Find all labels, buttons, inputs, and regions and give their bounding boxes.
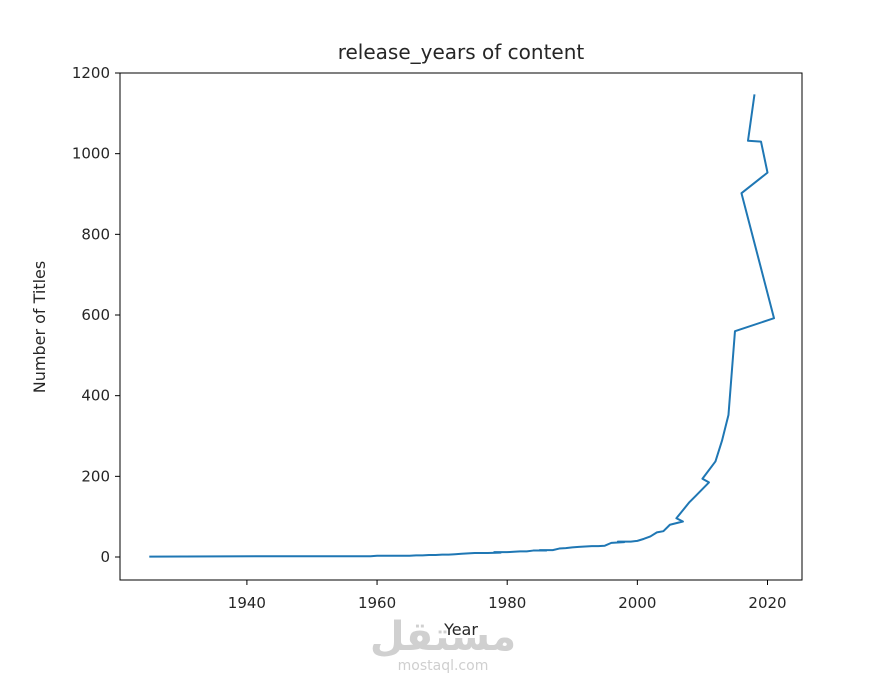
chart-title: release_years of content	[338, 40, 585, 64]
series-line-0	[149, 94, 776, 558]
y-tick-label: 800	[81, 225, 110, 243]
plot-area-frame	[119, 72, 803, 581]
x-tick-label: 1940	[228, 594, 266, 612]
x-tick-label: 2020	[748, 594, 786, 612]
y-tick-label: 400	[81, 387, 110, 405]
y-tick-label: 0	[100, 548, 110, 566]
x-axis: 1940 1960 1980 2000 2020	[228, 580, 787, 612]
x-tick-label: 1960	[358, 594, 396, 612]
y-axis-label: Number of Titles	[30, 261, 49, 394]
x-tick-label: 2000	[618, 594, 656, 612]
y-tick-label: 200	[81, 467, 110, 485]
series-layer	[149, 94, 776, 558]
y-tick-label: 1200	[72, 64, 110, 82]
x-tick-label: 1980	[488, 594, 526, 612]
x-axis-label: Year	[443, 620, 478, 639]
watermark-latin: mostaql.com	[398, 658, 489, 674]
watermark-arabic: مستقل	[370, 614, 516, 660]
y-axis: 0 200 400 600 800 1000 1200	[72, 64, 120, 566]
y-tick-label: 1000	[72, 145, 110, 163]
watermark: مستقل mostaql.com	[370, 614, 516, 674]
y-tick-label: 600	[81, 306, 110, 324]
